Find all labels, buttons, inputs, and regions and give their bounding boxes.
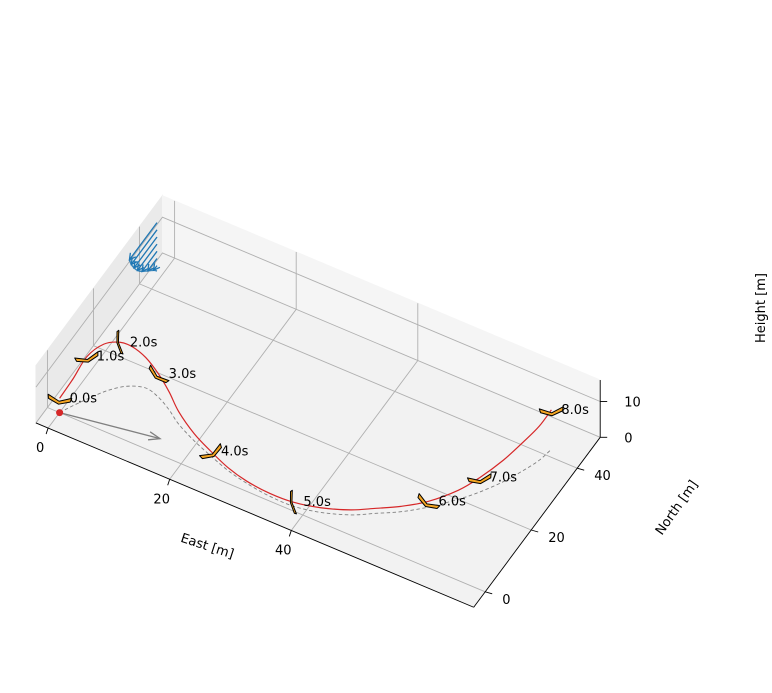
- wind-arrow-head: [128, 252, 137, 261]
- x-tick-label: 40: [275, 543, 292, 558]
- x-tick-label: 0: [36, 441, 44, 456]
- tick-marks: 0 20 40 0 20 40 0 10: [36, 396, 641, 608]
- y-axis-label: North [m]: [653, 478, 702, 538]
- aircraft-glyph: [148, 364, 170, 384]
- start-point-marker: [56, 409, 64, 417]
- y-tick: [485, 591, 493, 595]
- wind-arrow: [141, 250, 158, 272]
- wind-arrow: [130, 229, 158, 265]
- time-markers-layer: 0.0s 1.0s 2.0s 3.0s 4.0s 5.0s 6.0s 7.0s 8.0s: [47, 329, 589, 515]
- x-tick: [167, 479, 171, 486]
- aircraft-glyph: [116, 329, 124, 355]
- y-tick: [577, 467, 585, 471]
- aircraft-glyph: [199, 443, 222, 460]
- time-marker-label: 5.0s: [303, 495, 331, 510]
- time-marker-label: 4.0s: [221, 444, 249, 459]
- grid-line-z: [35, 216, 601, 402]
- heading-arrow-head: [147, 431, 162, 441]
- aircraft-glyph: [47, 393, 73, 405]
- aircraft-glyph: [289, 489, 297, 515]
- x-axis-label: East [m]: [179, 531, 236, 562]
- y-tick-label: 0: [502, 593, 510, 608]
- time-marker-label: 6.0s: [439, 494, 467, 509]
- aircraft-glyph: [74, 351, 99, 363]
- y-axis-line: [473, 437, 601, 608]
- z-tick-label: 0: [624, 431, 632, 446]
- aircraft-wing: [116, 329, 124, 355]
- aircraft-wing: [417, 493, 441, 510]
- aircraft-wing: [47, 393, 73, 405]
- wind-arrow-head: [147, 263, 155, 272]
- wind-arrow: [147, 258, 158, 272]
- aircraft-glyph: [538, 406, 564, 417]
- aircraft-glyph: [417, 493, 441, 510]
- time-marker-label: 2.0s: [130, 335, 158, 350]
- time-marker-label: 0.0s: [70, 391, 98, 406]
- x-tick: [45, 427, 49, 435]
- y-tick-label: 40: [594, 469, 611, 484]
- aircraft-wing: [538, 406, 564, 417]
- time-marker-label: 1.0s: [97, 350, 125, 365]
- time-marker-label: 3.0s: [169, 367, 197, 382]
- wind-arrow-head: [152, 263, 161, 272]
- time-marker-label: 8.0s: [561, 403, 589, 418]
- x-tick: [288, 530, 292, 537]
- aircraft-wing: [199, 443, 222, 460]
- time-marker-label: 7.0s: [490, 471, 518, 486]
- wind-arrow-head: [130, 257, 138, 266]
- aircraft-glyph: [466, 473, 492, 485]
- x-tick-label: 20: [153, 492, 170, 507]
- wind-arrow: [133, 236, 158, 269]
- wind-arrow: [128, 222, 158, 261]
- axis-lines: [35, 380, 601, 608]
- aircraft-wing: [148, 364, 170, 384]
- wind-arrow-head: [141, 264, 149, 273]
- heading-arrow: [59, 411, 161, 440]
- y-tick-label: 20: [548, 531, 565, 546]
- aircraft-wing: [289, 489, 297, 515]
- z-tick-label: 10: [624, 396, 641, 411]
- ground-track-layer: [56, 385, 552, 516]
- ground-track-line: [59, 385, 552, 516]
- aircraft-wing: [466, 473, 492, 485]
- aircraft-wing: [74, 351, 99, 363]
- y-tick: [531, 529, 539, 533]
- wind-arrow: [136, 243, 158, 271]
- x-axis-line: [35, 422, 474, 608]
- grid-line-z: [35, 252, 601, 438]
- wind-profile-layer: [128, 222, 161, 273]
- z-axis-label: Height [m]: [754, 273, 769, 343]
